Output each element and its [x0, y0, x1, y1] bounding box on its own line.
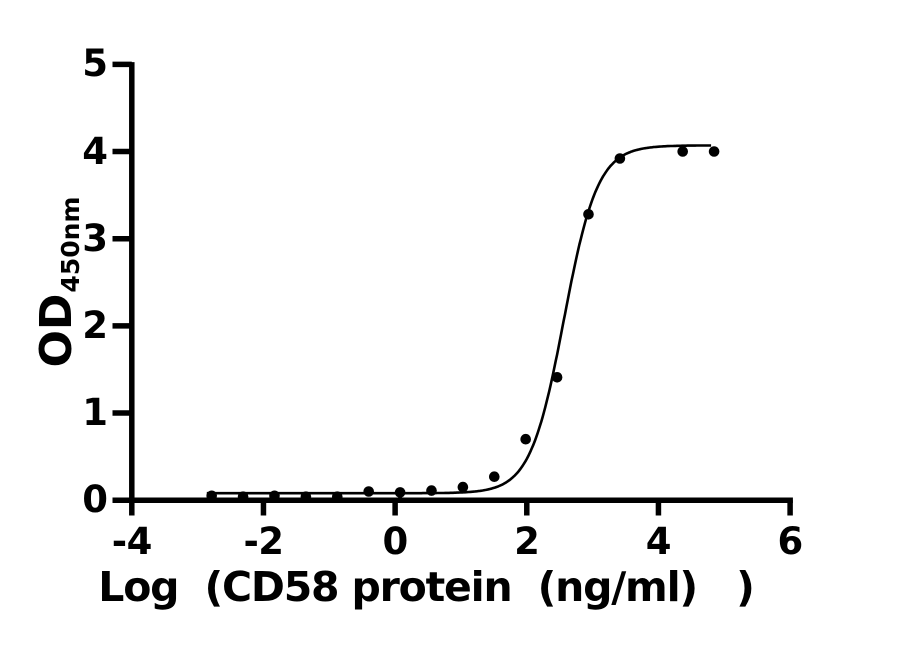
y-axis-title-subscript: 450nm [56, 196, 85, 293]
data-point [583, 209, 594, 220]
data-point [520, 433, 531, 445]
data-points [206, 146, 720, 503]
data-point [332, 491, 343, 503]
data-point [300, 491, 312, 503]
y-tick-label: 1 [82, 391, 108, 434]
data-point [708, 146, 720, 157]
data-point [677, 146, 688, 157]
data-point [614, 153, 626, 164]
fit-curve-line [206, 144, 712, 495]
x-tick-label: 0 [382, 520, 408, 563]
y-axis-title: OD450nm [31, 172, 85, 392]
data-point [489, 471, 500, 483]
y-tick-label: 4 [82, 129, 108, 173]
data-point [394, 487, 406, 498]
x-tick-label: -2 [243, 520, 284, 563]
y-tick-label: 2 [82, 303, 108, 347]
data-point [363, 486, 375, 497]
data-point [206, 490, 217, 502]
y-axis-title-main: OD [31, 293, 82, 368]
data-point [551, 372, 563, 383]
x-tick-label: 2 [514, 520, 540, 563]
axes [112, 61, 793, 516]
y-tick-label: 0 [82, 478, 108, 522]
x-tick-label: 4 [645, 520, 672, 563]
y-tick-label: 3 [82, 216, 108, 260]
y-tick-label: 5 [82, 42, 108, 86]
x-tick-label: -4 [111, 520, 153, 563]
data-point [269, 490, 280, 502]
data-point [426, 485, 437, 496]
x-tick-label: 6 [777, 520, 803, 563]
data-point [237, 491, 249, 503]
data-point [457, 481, 469, 493]
x-axis-title: Log (CD58 protein (ng/ml) ) [98, 563, 755, 611]
